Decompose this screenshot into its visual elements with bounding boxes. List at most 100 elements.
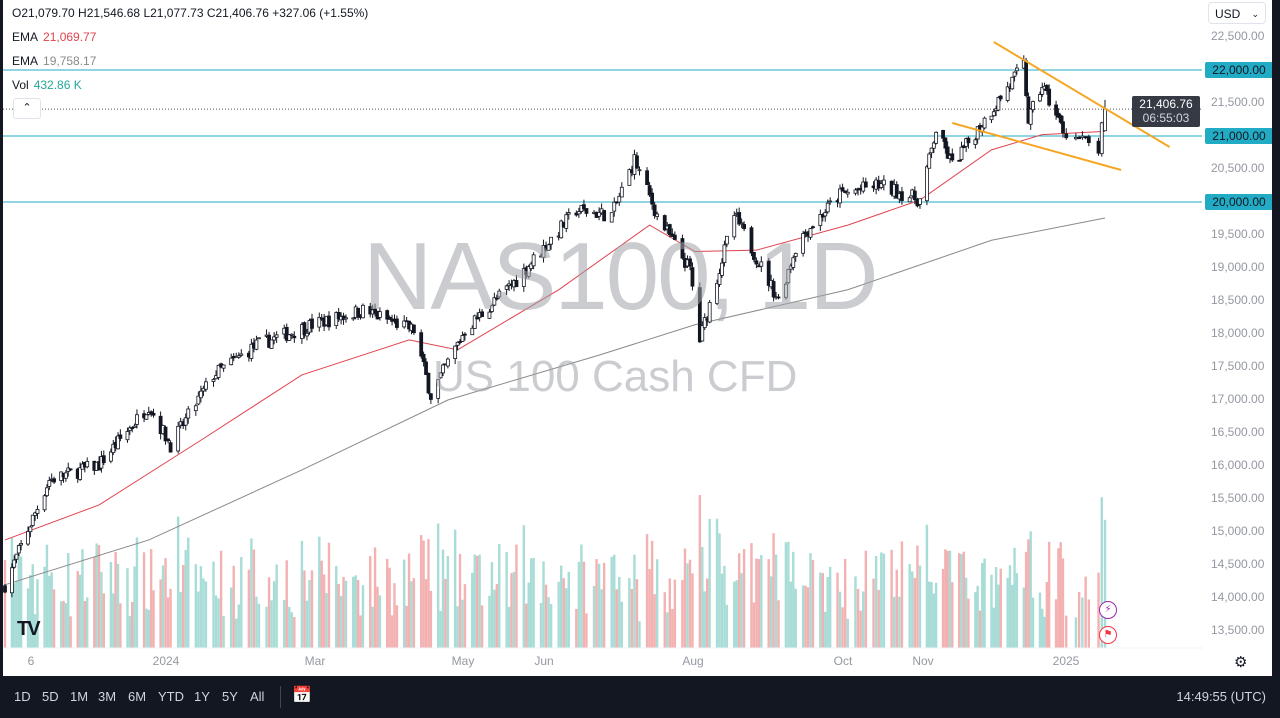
tradingview-logo[interactable]: TV (17, 618, 41, 640)
range-button-all[interactable]: All (250, 689, 265, 704)
volume-bar (890, 549, 893, 648)
bar-countdown: 06:55:03 (1142, 111, 1190, 125)
candle-body (361, 304, 365, 319)
range-button-5d[interactable]: 5D (42, 689, 59, 704)
ema-fast-legend[interactable]: EMA 21,069.77 (12, 30, 96, 44)
volume-bar (159, 579, 162, 648)
candle-body (918, 198, 922, 205)
volume-bar (668, 578, 671, 648)
volume-bar (628, 578, 631, 648)
candle-body (845, 191, 850, 195)
candle-body (130, 427, 135, 430)
volume-bar (1022, 587, 1025, 648)
range-button-1m[interactable]: 1M (70, 689, 89, 704)
volume-bar (1057, 548, 1060, 648)
candle-body (635, 155, 639, 169)
us-flag-icon[interactable]: ⚑ (1099, 626, 1117, 644)
volume-bar (525, 603, 528, 648)
volume-bar (994, 567, 998, 648)
calendar-arrow-icon[interactable]: 📅 (292, 687, 312, 704)
volume-bar (930, 582, 933, 648)
time-axis-tick: Mar (304, 654, 326, 668)
candle-body (609, 212, 614, 223)
candle-body (30, 514, 35, 526)
volume-bar (147, 609, 150, 648)
volume-bar (169, 588, 172, 648)
collapse-legend-button[interactable]: ⌃ (13, 98, 41, 119)
time-axis-tick: 2024 (152, 654, 180, 668)
candle-body (739, 222, 744, 225)
volume-bar (81, 549, 84, 648)
candle-body (828, 200, 833, 203)
candle-body (1031, 101, 1035, 111)
candle-body (421, 353, 426, 363)
volume-bar (322, 574, 326, 648)
volume-bar (390, 615, 394, 648)
candle-body (12, 559, 17, 568)
range-button-1y[interactable]: 1Y (194, 689, 210, 704)
ema-slow-legend[interactable]: EMA 19,758.17 (12, 54, 96, 68)
candle-body (766, 260, 771, 286)
volume-bar (453, 529, 457, 648)
volume-bar (1045, 581, 1049, 648)
candle-body (722, 244, 727, 263)
volume-bar (582, 561, 586, 648)
volume-bar (15, 580, 18, 648)
volume-bar (250, 538, 253, 648)
volume-bar (293, 617, 296, 648)
clock[interactable]: 14:49:55 (UTC) (1176, 689, 1266, 704)
candle-body (825, 202, 830, 213)
candle-body (229, 357, 234, 366)
horizontal-line-price-label: 21,000.00 (1205, 128, 1272, 144)
volume-bar (407, 553, 411, 648)
volume-bar (740, 573, 743, 648)
candle-body (1028, 108, 1033, 125)
horizontal-line-price-label: 22,000.00 (1205, 62, 1272, 78)
ohlc-legend: O21,079.70 H21,546.68 L21,077.73 C21,406… (12, 6, 369, 20)
volume-bar (565, 588, 568, 648)
volume-bar (737, 553, 741, 648)
candle-body (546, 244, 551, 251)
volume-legend[interactable]: Vol 432.86 K (12, 78, 82, 92)
candle-body (754, 260, 759, 265)
volume-bar (718, 533, 721, 648)
volume-bar (217, 598, 220, 648)
volume-bar (255, 596, 258, 648)
range-button-ytd[interactable]: YTD (158, 689, 184, 704)
chart-pane[interactable]: NAS100, 1D US 100 Cash CFD O21,079.70 H2… (3, 0, 1272, 676)
gear-icon[interactable]: ⚙ (1234, 654, 1248, 671)
range-button-3m[interactable]: 3M (98, 689, 117, 704)
volume-bar (877, 589, 880, 648)
range-button-5y[interactable]: 5Y (222, 689, 238, 704)
volume-bar (854, 576, 857, 648)
volume-bar (580, 544, 583, 648)
volume-bar (638, 621, 641, 648)
volume-bar (378, 595, 382, 648)
volume-bar (760, 555, 763, 648)
candle-body (991, 111, 996, 117)
candle-body (1061, 121, 1065, 134)
candle-body (950, 153, 955, 161)
volume-bar (539, 603, 543, 648)
lightning-icon[interactable]: ⚡ (1099, 601, 1117, 619)
volume-bar (1097, 572, 1100, 648)
range-button-6m[interactable]: 6M (128, 689, 147, 704)
candle-body (771, 281, 776, 298)
volume-bar (308, 579, 311, 648)
candle-body (33, 512, 38, 516)
candle-body (236, 355, 241, 358)
volume-bar (270, 600, 273, 648)
volume-bar (257, 603, 261, 648)
range-button-1d[interactable]: 1D (14, 689, 31, 704)
volume-bar (405, 605, 408, 648)
price-chart[interactable] (3, 0, 1272, 676)
volume-bar (1074, 617, 1078, 648)
volume-bar (344, 580, 348, 648)
volume-bar (742, 549, 746, 648)
volume-bar (1059, 542, 1062, 648)
currency-select[interactable]: USD ⌄ (1208, 2, 1266, 24)
volume-bar (683, 548, 687, 648)
candle-body (168, 442, 173, 453)
volume-bar (86, 597, 89, 648)
volume-bar (777, 600, 780, 648)
